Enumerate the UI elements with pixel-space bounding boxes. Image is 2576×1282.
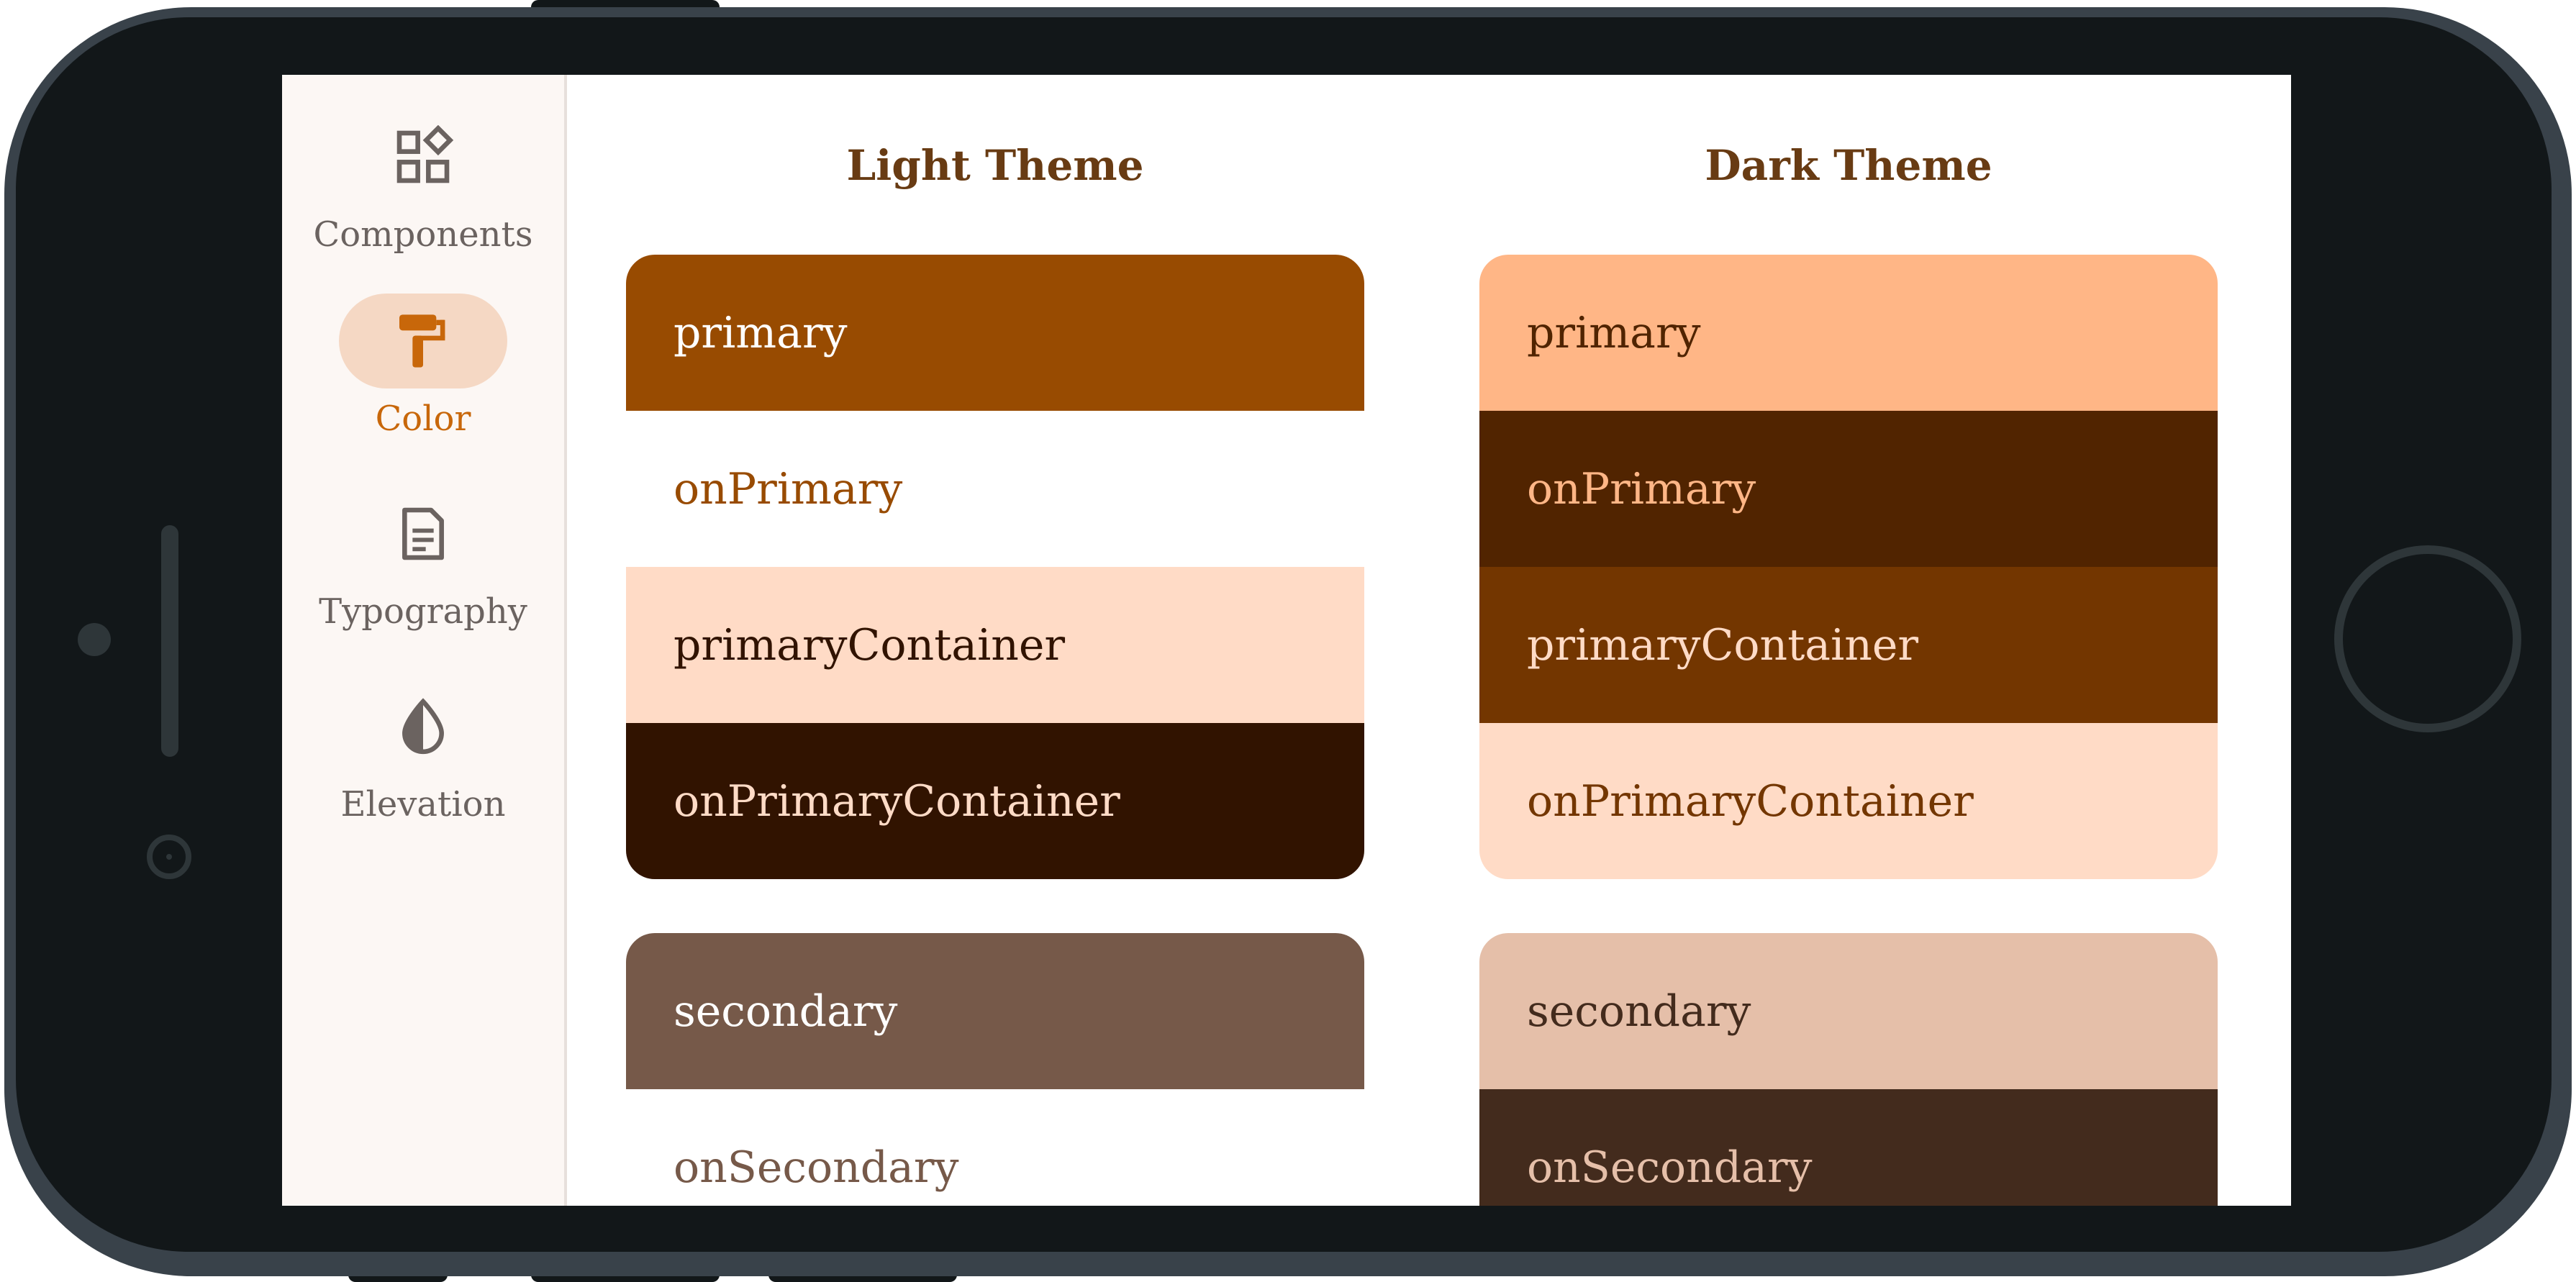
- swatch-label: onPrimary: [1527, 463, 1756, 514]
- proximity-sensor: [78, 623, 111, 656]
- speaker-grille: [161, 525, 178, 757]
- swatch-dark-primary: primary: [1479, 255, 2218, 411]
- front-camera: [147, 835, 191, 879]
- light-theme-title: Light Theme: [846, 141, 1144, 190]
- dark-secondary-color-group: secondary onSecondary: [1479, 933, 2218, 1206]
- swatch-dark-primary-container: primaryContainer: [1479, 567, 2218, 723]
- swatch-label: secondary: [1527, 986, 1751, 1037]
- nav-item-elevation[interactable]: Elevation: [282, 679, 564, 859]
- article-icon: [402, 507, 444, 560]
- app-screen: Components Color: [282, 75, 2291, 1206]
- navigation-rail: Components Color: [282, 75, 567, 1206]
- swatch-light-on-primary: onPrimary: [626, 411, 1364, 567]
- swatch-light-secondary: secondary: [626, 933, 1364, 1089]
- nav-item-indicator: [339, 109, 507, 204]
- swatch-label: primary: [1527, 307, 1701, 358]
- swatch-label: secondary: [674, 986, 898, 1037]
- swatch-label: primaryContainer: [674, 619, 1066, 670]
- color-scheme-content: Light Theme Dark Theme primary onPrimary…: [567, 75, 2291, 1206]
- swatch-light-primary-container: primaryContainer: [626, 567, 1364, 723]
- swatch-dark-on-secondary: onSecondary: [1479, 1089, 2218, 1206]
- swatch-label: primary: [674, 307, 848, 358]
- contrast-drop-icon: [402, 698, 444, 755]
- nav-item-label: Color: [375, 399, 471, 439]
- nav-item-label: Elevation: [340, 784, 506, 824]
- widgets-icon: [396, 125, 454, 183]
- swatch-label: onPrimary: [674, 463, 903, 514]
- nav-item-label: Typography: [319, 591, 527, 632]
- swatch-dark-secondary: secondary: [1479, 933, 2218, 1089]
- swatch-dark-on-primary: onPrimary: [1479, 411, 2218, 567]
- nav-item-label: Components: [313, 214, 533, 255]
- swatch-label: primaryContainer: [1527, 619, 1919, 670]
- swatch-label: onPrimaryContainer: [1527, 776, 1974, 827]
- swatch-dark-on-primary-container: onPrimaryContainer: [1479, 723, 2218, 879]
- nav-item-components[interactable]: Components: [282, 109, 564, 289]
- swatch-label: onSecondary: [674, 1142, 959, 1193]
- paint-roller-icon: [399, 314, 445, 368]
- dark-theme-title: Dark Theme: [1705, 141, 1992, 190]
- swatch-label: onSecondary: [1527, 1142, 1813, 1193]
- swatch-label: onPrimaryContainer: [674, 776, 1120, 827]
- dark-primary-color-group: primary onPrimary primaryContainer onPri…: [1479, 255, 2218, 879]
- nav-item-indicator: [339, 486, 507, 581]
- nav-item-typography[interactable]: Typography: [282, 486, 564, 666]
- swatch-light-on-primary-container: onPrimaryContainer: [626, 723, 1364, 879]
- swatch-light-primary: primary: [626, 255, 1364, 411]
- nav-item-indicator: [339, 679, 507, 774]
- swatch-light-on-secondary: onSecondary: [626, 1089, 1364, 1206]
- home-button[interactable]: [2334, 545, 2521, 732]
- nav-item-indicator: [339, 294, 507, 388]
- light-secondary-color-group: secondary onSecondary: [626, 933, 1364, 1206]
- nav-item-color[interactable]: Color: [282, 294, 564, 473]
- light-primary-color-group: primary onPrimary primaryContainer onPri…: [626, 255, 1364, 879]
